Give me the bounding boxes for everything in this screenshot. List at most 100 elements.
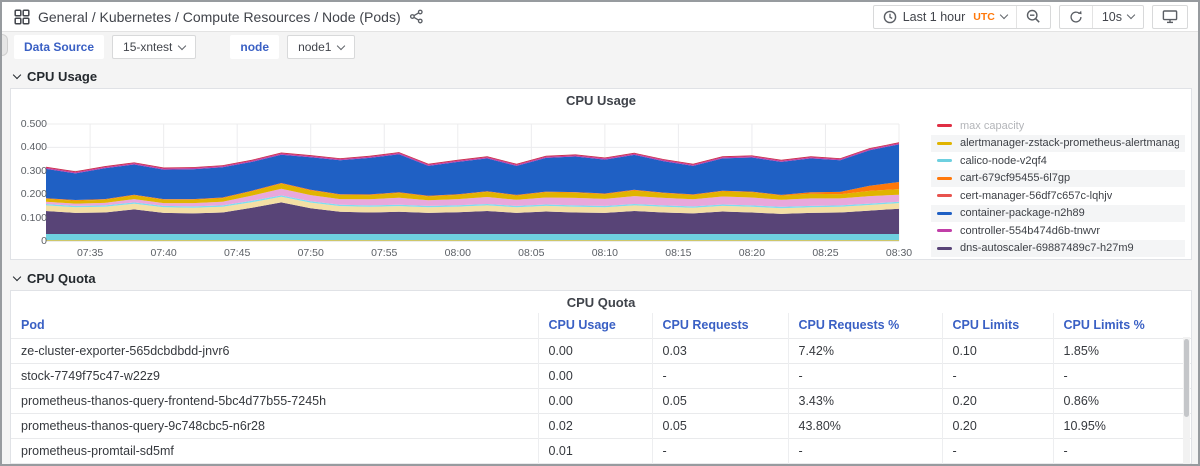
column-header[interactable]: CPU Requests % <box>787 313 942 338</box>
table-cell: 0.00 <box>537 387 652 413</box>
refresh-button[interactable] <box>1060 6 1092 28</box>
x-axis-tick: 08:30 <box>885 247 913 259</box>
node-variable-value: node1 <box>298 40 332 54</box>
table-cell: 0.00 <box>537 362 652 388</box>
legend-color-dash <box>937 229 952 233</box>
datasource-variable-dropdown[interactable]: 15-xntest <box>112 35 197 59</box>
table-cell <box>1052 462 1191 464</box>
table-cell: 0.01 <box>651 462 788 464</box>
table-cell: - <box>941 437 1053 463</box>
table-cell: 0.00 <box>537 462 652 464</box>
table-row: prometheus-thanos-query-9c748cbc5-n6r28 0… <box>11 412 1191 438</box>
refresh-interval-dropdown[interactable]: 10s <box>1091 5 1143 28</box>
table-cell: ze-cluster-exporter-565dcbdbdd-jnvr6 <box>11 337 538 363</box>
area-series-unlisted-pod-c <box>46 195 899 209</box>
table-row: ze-cluster-exporter-565dcbdbdd-jnvr6 0.00… <box>11 337 1191 363</box>
cpu-quota-table: Pod CPU Usage CPU Requests CPU Requests % CP… <box>11 313 1191 464</box>
refresh-interval-label: 10s <box>1101 9 1122 24</box>
table-cell: prometheus-promtail-sd5mf <box>11 437 538 463</box>
x-axis-tick: 08:00 <box>444 247 471 259</box>
row-toggle-cpu-usage[interactable]: CPU Usage <box>12 66 98 86</box>
chevron-down-icon <box>999 10 1009 20</box>
area-series-unlisted-pod-d <box>46 188 899 207</box>
row-title: CPU Usage <box>27 68 98 84</box>
share-icon[interactable] <box>409 9 424 24</box>
chevron-down-icon <box>337 41 346 50</box>
dashboards-grid-icon[interactable] <box>14 8 30 25</box>
legend-color-dash <box>937 124 952 128</box>
x-axis-tick: 08:15 <box>665 247 692 259</box>
zoom-out-icon <box>1026 9 1041 24</box>
table-scrollbar[interactable] <box>1183 337 1190 464</box>
area-series-unlisted-pod-b <box>46 196 899 214</box>
table-cell: stock-7749f75c47-w22z9 <box>11 362 538 388</box>
legend-item[interactable]: alertmanager-zstack-prometheus-alertmana… <box>931 134 1185 152</box>
chevron-down-icon <box>12 272 22 281</box>
panel-title[interactable]: CPU Usage <box>565 92 637 108</box>
top-navbar: General / Kubernetes / Compute Resources… <box>2 2 1198 32</box>
table-cell: 0.00 <box>537 337 652 363</box>
table-cell: 0.03 <box>651 337 788 363</box>
legend-label: alertmanager-zstack-prometheus-alertmana… <box>960 137 1179 150</box>
kiosk-mode-button[interactable] <box>1153 6 1187 28</box>
chart-legend: max capacity alertmanager-zstack-promethe… <box>931 117 1185 257</box>
node-variable-label: node <box>230 35 280 59</box>
refresh-group: 10s <box>1058 4 1144 29</box>
x-axis-tick: 07:40 <box>150 247 177 259</box>
x-axis-tick: 08:20 <box>738 247 766 259</box>
legend-label: max capacity <box>960 119 1025 132</box>
cpu-usage-chart[interactable]: 0 0.100 0.200 0.300 0.400 0.500 07:35 07:40 07:4… <box>13 113 925 259</box>
table-cell: 2.00% <box>787 462 942 464</box>
legend-item[interactable]: dns-autoscaler-69887489c7-h27m9 <box>931 239 1185 257</box>
legend-item[interactable]: cart-679cf95455-6l7gp <box>931 169 1185 187</box>
time-picker-group: Last 1 hour UTC <box>872 4 1051 29</box>
cpu-quota-panel: CPU Quota Pod CPU Usage CPU Requests CPU Re… <box>10 290 1192 464</box>
refresh-icon <box>1069 10 1083 24</box>
table-header-row: Pod CPU Usage CPU Requests CPU Requests % CP… <box>11 313 1191 338</box>
left-edge-tab <box>2 34 8 56</box>
panel-title[interactable]: CPU Quota <box>566 294 636 310</box>
chevron-down-icon <box>178 41 187 50</box>
table-cell: 43.80% <box>787 412 942 438</box>
table-row: prometheus-thanos-query-frontend-5bc4d77… <box>11 387 1191 413</box>
legend-label: cart-679cf95455-6l7gp <box>960 172 1071 185</box>
legend-color-dash <box>937 211 952 215</box>
column-header[interactable]: CPU Limits % <box>1052 313 1191 338</box>
y-axis-tick: 0.500 <box>20 118 47 130</box>
dashboard-submenu: Data Source 15-xntest node node1 <box>2 32 1198 62</box>
column-header[interactable]: CPU Usage <box>537 313 652 338</box>
column-header[interactable]: CPU Limits <box>941 313 1053 338</box>
legend-item[interactable]: calico-node-v2qf4 <box>931 152 1185 170</box>
x-axis-tick: 07:55 <box>371 247 398 259</box>
legend-item[interactable]: controller-554b474d6b-tnwvr <box>931 222 1185 240</box>
column-header[interactable]: CPU Requests <box>651 313 788 338</box>
legend-item[interactable]: max capacity <box>931 117 1185 135</box>
x-axis-tick: 08:25 <box>812 247 839 259</box>
zoom-out-button[interactable] <box>1015 5 1050 28</box>
row-toggle-cpu-quota[interactable]: CPU Quota <box>12 268 96 288</box>
time-range-button[interactable]: Last 1 hour UTC <box>874 6 1016 28</box>
y-axis-tick: 0 <box>41 235 47 247</box>
legend-color-dash <box>937 141 952 145</box>
row-title: CPU Quota <box>27 270 96 286</box>
legend-color-dash <box>937 246 952 250</box>
datasource-variable-label: Data Source <box>14 35 105 59</box>
chart-plot-svg[interactable] <box>13 113 925 259</box>
scrollbar-thumb[interactable] <box>1184 339 1189 417</box>
legend-label: controller-554b474d6b-tnwvr <box>960 224 1101 237</box>
column-header[interactable]: Pod <box>21 318 45 333</box>
table-cell: prometheus-thanos-query-9c748cbc5-n6r28 <box>11 412 538 438</box>
timezone-label: UTC <box>973 10 995 23</box>
legend-item[interactable]: cert-manager-56df7c657c-lqhjv <box>931 187 1185 205</box>
breadcrumb[interactable]: General / Kubernetes / Compute Resources… <box>38 8 401 25</box>
legend-item[interactable]: container-package-n2h89 <box>931 204 1185 222</box>
legend-label: cert-manager-56df7c657c-lqhjv <box>960 189 1113 202</box>
table-row: prometheus-promtail-sd5mf 0.01- - - - <box>11 437 1191 463</box>
legend-color-dash <box>937 159 952 163</box>
node-variable-dropdown[interactable]: node1 <box>287 35 356 59</box>
x-axis-tick: 07:45 <box>224 247 251 259</box>
y-axis-tick: 0.300 <box>20 164 47 177</box>
x-axis-tick: 08:10 <box>591 247 618 259</box>
datasource-variable-value: 15-xntest <box>123 40 173 54</box>
legend-color-dash <box>937 176 952 180</box>
